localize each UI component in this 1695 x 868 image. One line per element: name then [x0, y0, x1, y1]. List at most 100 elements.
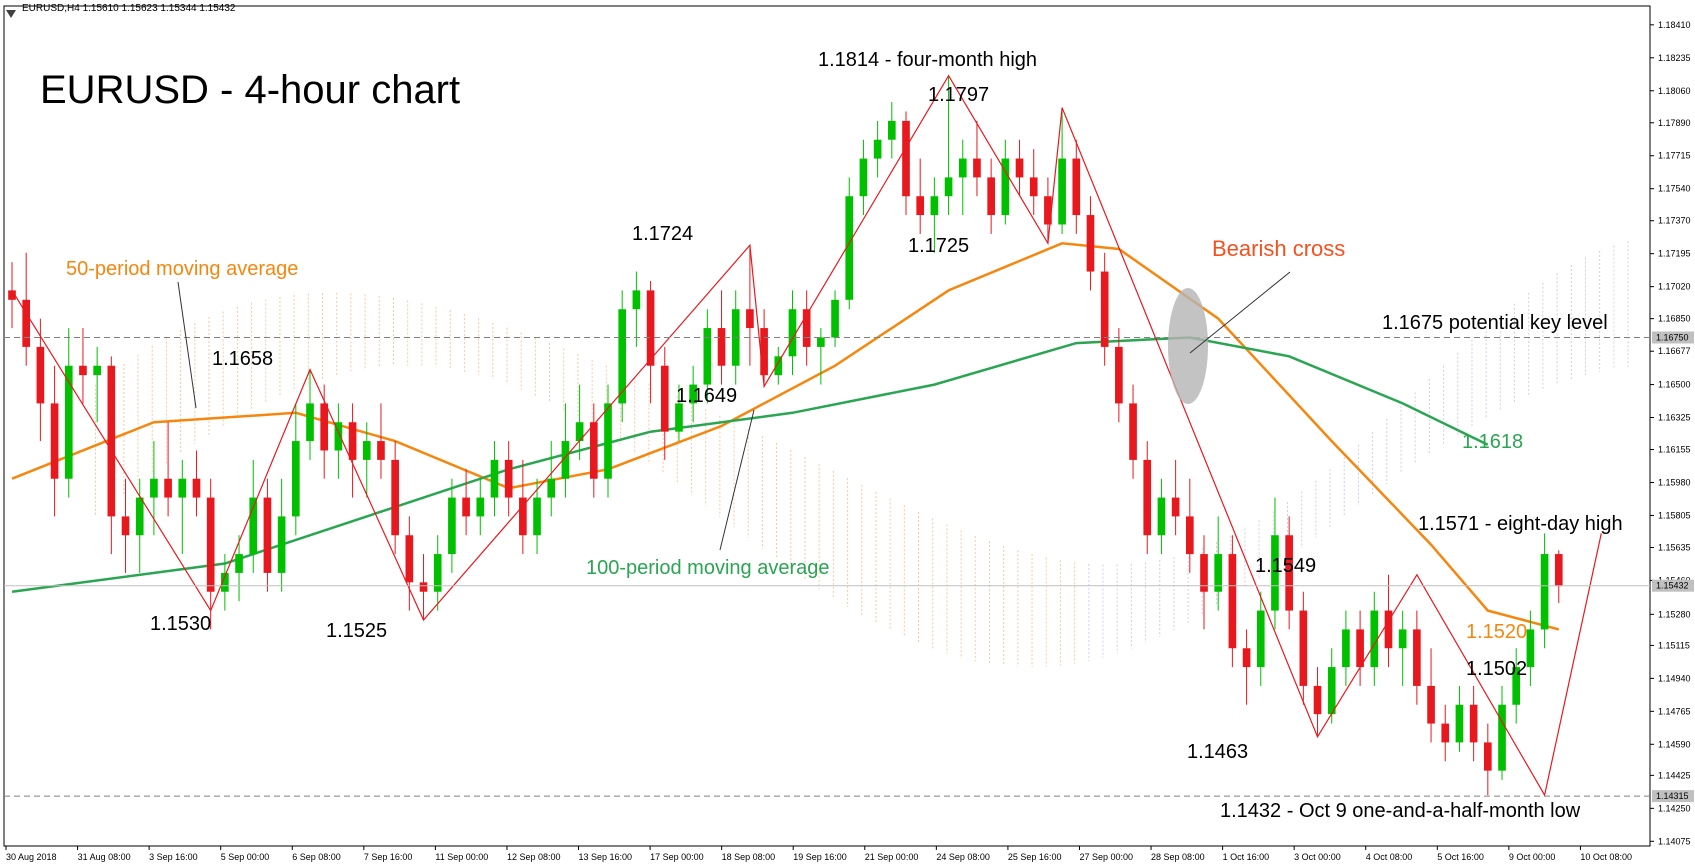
- candle-body: [221, 572, 229, 592]
- candle-body: [1384, 610, 1393, 649]
- x-tick-label: 19 Sep 16:00: [793, 852, 847, 862]
- candle-body: [306, 403, 314, 442]
- candle-body: [1413, 629, 1421, 686]
- annotation-1463: 1.1463: [1187, 741, 1248, 763]
- candle-body: [1540, 554, 1549, 630]
- candle-body: [8, 290, 16, 300]
- y-tick-label: 1.14765: [1658, 706, 1691, 716]
- chart-menu-icon[interactable]: [6, 5, 16, 18]
- candle-body: [1512, 667, 1521, 705]
- annotation-1649: 1.1649: [676, 385, 737, 407]
- candle-body: [1185, 516, 1194, 555]
- price-label-box: [1652, 579, 1694, 592]
- candle-body: [589, 422, 598, 479]
- plot-frame: [3, 5, 1651, 847]
- candle-body: [277, 516, 286, 573]
- candle-body: [433, 554, 442, 592]
- candle-body: [1342, 629, 1350, 668]
- candle-body: [916, 196, 925, 216]
- candle-body: [1299, 610, 1308, 686]
- candle-body: [533, 497, 541, 536]
- y-tick-label: 1.15635: [1658, 542, 1691, 552]
- candle-body: [1242, 648, 1251, 668]
- candle-body: [164, 478, 172, 498]
- candle-body: [377, 441, 385, 460]
- x-tick-label: 5 Oct 16:00: [1437, 852, 1484, 862]
- candle-body: [462, 497, 470, 517]
- y-tick-label: 1.17715: [1658, 151, 1691, 161]
- candle-body: [263, 497, 272, 573]
- candle-body: [1115, 346, 1123, 404]
- candle-body: [519, 497, 527, 536]
- x-tick-label: 24 Sep 08:00: [936, 852, 990, 862]
- y-tick-label: 1.17020: [1658, 282, 1691, 292]
- bearish-cross-highlight: [1168, 288, 1208, 404]
- x-tick-label: 27 Sep 00:00: [1079, 852, 1133, 862]
- x-tick-label: 17 Sep 00:00: [650, 852, 704, 862]
- candle-body: [774, 356, 783, 376]
- annotation-key-level: 1.1675 potential key level: [1382, 312, 1608, 334]
- candle-body: [987, 177, 995, 216]
- x-tick-label: 9 Oct 00:00: [1509, 852, 1556, 862]
- candle-body: [291, 441, 300, 517]
- annotation-four-month-high: 1.1814 - four-month high: [818, 49, 1037, 71]
- candle-body: [689, 384, 697, 404]
- y-tick-label: 1.14075: [1658, 836, 1691, 846]
- candle-body: [36, 346, 45, 404]
- candle-body: [1214, 554, 1223, 592]
- annotation-1724: 1.1724: [632, 223, 693, 245]
- candle-body: [476, 497, 485, 517]
- zigzag-lines: [11, 74, 1602, 797]
- candle-body: [944, 177, 953, 197]
- candle-body: [448, 497, 456, 555]
- y-tick-label: 1.18060: [1658, 86, 1691, 96]
- ma50-pointer: [177, 281, 197, 409]
- candle-body: [1455, 704, 1464, 743]
- candle-body: [845, 196, 854, 300]
- annotation-oct9-low: 1.1432 - Oct 9 one-and-a-half-month low: [1220, 800, 1581, 822]
- candle-body: [1285, 535, 1293, 611]
- annotation-1658: 1.1658: [212, 348, 273, 370]
- candle-body: [249, 497, 258, 555]
- candle-body: [150, 478, 158, 498]
- zigzag-line: [11, 74, 1602, 797]
- annotation-1725: 1.1725: [908, 235, 969, 257]
- chart-title: EURUSD - 4-hour chart: [40, 68, 460, 112]
- candle-body: [1483, 742, 1492, 771]
- candle-body: [1469, 704, 1478, 743]
- candle-body: [1015, 158, 1024, 178]
- candle-body: [362, 441, 371, 460]
- candle-body: [1427, 685, 1435, 724]
- y-tick-label: 1.16850: [1658, 314, 1691, 324]
- ma100-pointer: [719, 409, 755, 551]
- candle-body: [1526, 629, 1535, 668]
- candle-body: [561, 441, 570, 479]
- candle-body: [235, 554, 243, 573]
- candle-body: [859, 158, 868, 197]
- candle-body: [391, 459, 399, 536]
- y-tick-label: 1.18235: [1658, 53, 1691, 63]
- y-tick-label: 1.14940: [1658, 673, 1691, 683]
- candle-body: [1256, 610, 1265, 668]
- candle-body: [1058, 158, 1066, 225]
- candle-body: [1327, 667, 1336, 715]
- candle-body: [902, 120, 910, 197]
- candle-body: [22, 299, 31, 347]
- candle-body: [50, 403, 59, 479]
- candle-body: [1072, 158, 1081, 216]
- annotation-bearish-cross: Bearish cross: [1212, 236, 1345, 261]
- candle-body: [802, 309, 811, 347]
- candle-body: [1498, 704, 1506, 771]
- x-tick-label: 11 Sep 00:00: [435, 852, 488, 862]
- candle-body: [1370, 610, 1379, 668]
- candle-body: [1554, 554, 1563, 587]
- candle-body: [1398, 629, 1407, 649]
- candle-body: [1044, 196, 1052, 225]
- x-tick-label: 6 Sep 08:00: [292, 852, 341, 862]
- price-label: 1.15432: [1656, 581, 1689, 591]
- y-tick-label: 1.15980: [1658, 478, 1691, 488]
- price-label: 1.14315: [1656, 791, 1689, 801]
- candle-body: [192, 478, 201, 498]
- candle-body: [675, 403, 683, 432]
- y-tick-label: 1.17890: [1658, 118, 1691, 128]
